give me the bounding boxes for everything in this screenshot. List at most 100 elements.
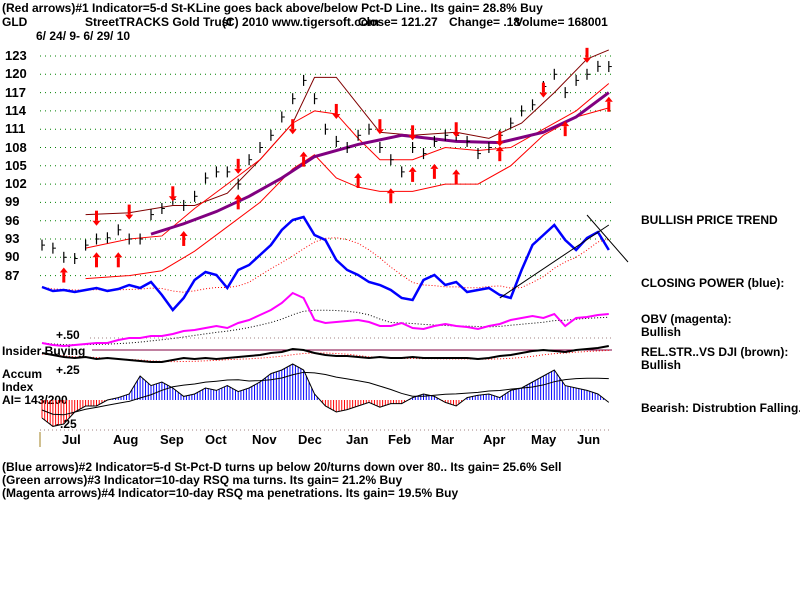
x-tick-label: Jun <box>577 432 601 447</box>
ai-value: AI= 143/200 <box>2 393 68 407</box>
buy-arrow-shaft <box>607 101 611 112</box>
security-name: StreetTRACKS Gold Trust <box>85 15 233 29</box>
y-tick-label: 114 <box>5 102 26 118</box>
buy-arrow-icon <box>299 151 308 157</box>
y-tick-label: 120 <box>5 66 27 82</box>
trend-label: BULLISH PRICE TREND <box>641 213 778 227</box>
accum-index-ma <box>41 371 609 416</box>
buy-arrow-shaft <box>389 193 393 204</box>
x-tick-label: Aug <box>113 432 139 447</box>
sell-arrow-shaft <box>291 119 295 130</box>
sell-arrow-shaft <box>95 210 98 221</box>
buy-arrow-shaft <box>411 171 415 182</box>
x-tick-label: Dec <box>298 432 322 447</box>
y-tick-label: 108 <box>5 139 27 155</box>
buy-arrow-shaft <box>62 272 66 283</box>
sell-arrow-icon <box>539 92 548 98</box>
moving-average-line <box>150 91 610 236</box>
sell-arrow-shaft <box>171 186 175 197</box>
buy-arrow-icon <box>234 194 243 200</box>
y-tick-label: 123 <box>5 48 27 63</box>
x-tick-label: Mar <box>431 432 455 447</box>
y-tick-label: 90 <box>5 249 20 265</box>
sell-arrow-icon <box>125 214 134 220</box>
buy-arrow-icon <box>386 188 395 194</box>
buy-arrow-icon <box>430 163 439 169</box>
y-tick-label: 102 <box>5 176 27 192</box>
sell-arrow-shaft <box>454 122 458 133</box>
uptrend-line <box>499 224 610 299</box>
closing-power-line <box>41 215 610 312</box>
accum-status: Bearish: Distrubtion Falling. <box>641 401 800 415</box>
buy-arrow-shaft <box>95 257 98 268</box>
y-tick-label: 87 <box>5 267 20 283</box>
buy-arrow-icon <box>179 230 188 236</box>
sell-arrow-shaft <box>541 82 545 93</box>
sell-arrow-shaft <box>236 158 240 169</box>
buy-arrow-shaft <box>563 126 567 137</box>
close-value: Close= 121.27 <box>358 15 438 29</box>
accum-label: Accum <box>2 367 43 381</box>
sell-arrow-icon <box>288 129 297 135</box>
copyright: (C) 2010 www.tigersoft.com <box>222 15 379 29</box>
x-tick-label: Oct <box>205 432 227 447</box>
x-tick-label: Feb <box>388 432 412 447</box>
obv-ma <box>41 309 609 346</box>
plus50-label: +.50 <box>56 328 80 342</box>
sell-arrow-shaft <box>378 119 382 130</box>
sell-arrow-icon <box>234 168 243 174</box>
relstr-status: Bullish <box>641 358 682 372</box>
buy-arrow-icon <box>408 166 417 172</box>
sell-arrow-icon <box>408 135 417 141</box>
lower-band-line <box>85 107 609 280</box>
x-tick-label: Apr <box>483 432 506 447</box>
buy-arrow-icon <box>604 96 613 102</box>
y-tick-label: 93 <box>5 231 20 246</box>
indicator-2-text: (Blue arrows)#2 Indicator=5-d St-Pct-D t… <box>2 460 562 474</box>
mid-band-line <box>85 83 610 249</box>
buy-arrow-icon <box>59 267 68 273</box>
buy-arrow-shaft <box>454 174 458 185</box>
sell-arrow-icon <box>452 132 461 138</box>
index-label: Index <box>2 380 34 394</box>
x-tick-label: Nov <box>252 432 277 447</box>
indicator-1-text: (Red arrows)#1 Indicator=5-d St-KLine go… <box>2 1 543 15</box>
buy-arrow-icon <box>495 146 504 152</box>
sell-arrow-shaft <box>585 47 589 58</box>
obv-line <box>41 291 609 348</box>
indicator-4-text: (Magenta arrows)#4 Indicator=10-day RSQ … <box>2 486 459 500</box>
buy-arrow-icon <box>92 252 101 258</box>
buy-arrow-icon <box>354 173 363 178</box>
sell-arrow-shaft <box>498 131 502 142</box>
obv-status: Bullish <box>641 325 682 339</box>
sell-arrow-icon <box>92 220 101 226</box>
buy-arrow-shaft <box>236 199 240 210</box>
buy-arrow-shaft <box>356 178 360 188</box>
closing-power-ma <box>41 237 609 293</box>
plus25-label: +.25 <box>56 363 80 377</box>
sell-arrow-shaft <box>127 204 131 215</box>
sell-arrow-icon <box>332 113 341 119</box>
x-tick-label: Jul <box>62 432 81 447</box>
relstr-line <box>41 345 609 363</box>
y-tick-label: 105 <box>5 157 27 173</box>
sell-arrow-icon <box>495 141 504 147</box>
sell-arrow-icon <box>583 57 591 63</box>
sell-arrow-shaft <box>411 125 415 136</box>
relstr-label: REL.STR..VS DJI (brown): <box>641 345 789 359</box>
buy-arrow-shaft <box>182 235 186 246</box>
x-tick-label: May <box>531 432 557 447</box>
volume-value: Volume= 168001 <box>515 15 608 29</box>
indicator-3-text: (Green arrows)#3 Indicator=10-day RSQ ma… <box>2 473 403 487</box>
y-tick-label: 111 <box>5 121 26 137</box>
sell-arrow-shaft <box>334 103 338 114</box>
y-tick-label: 117 <box>5 84 26 100</box>
upper-band-line <box>85 49 609 216</box>
sell-arrow-icon <box>375 129 384 135</box>
closing-power-label: CLOSING POWER (blue): <box>641 276 785 290</box>
y-tick-label: 99 <box>5 194 20 210</box>
buy-arrow-icon <box>114 252 123 258</box>
buy-arrow-shaft <box>302 156 306 167</box>
buy-arrow-icon <box>452 169 461 175</box>
